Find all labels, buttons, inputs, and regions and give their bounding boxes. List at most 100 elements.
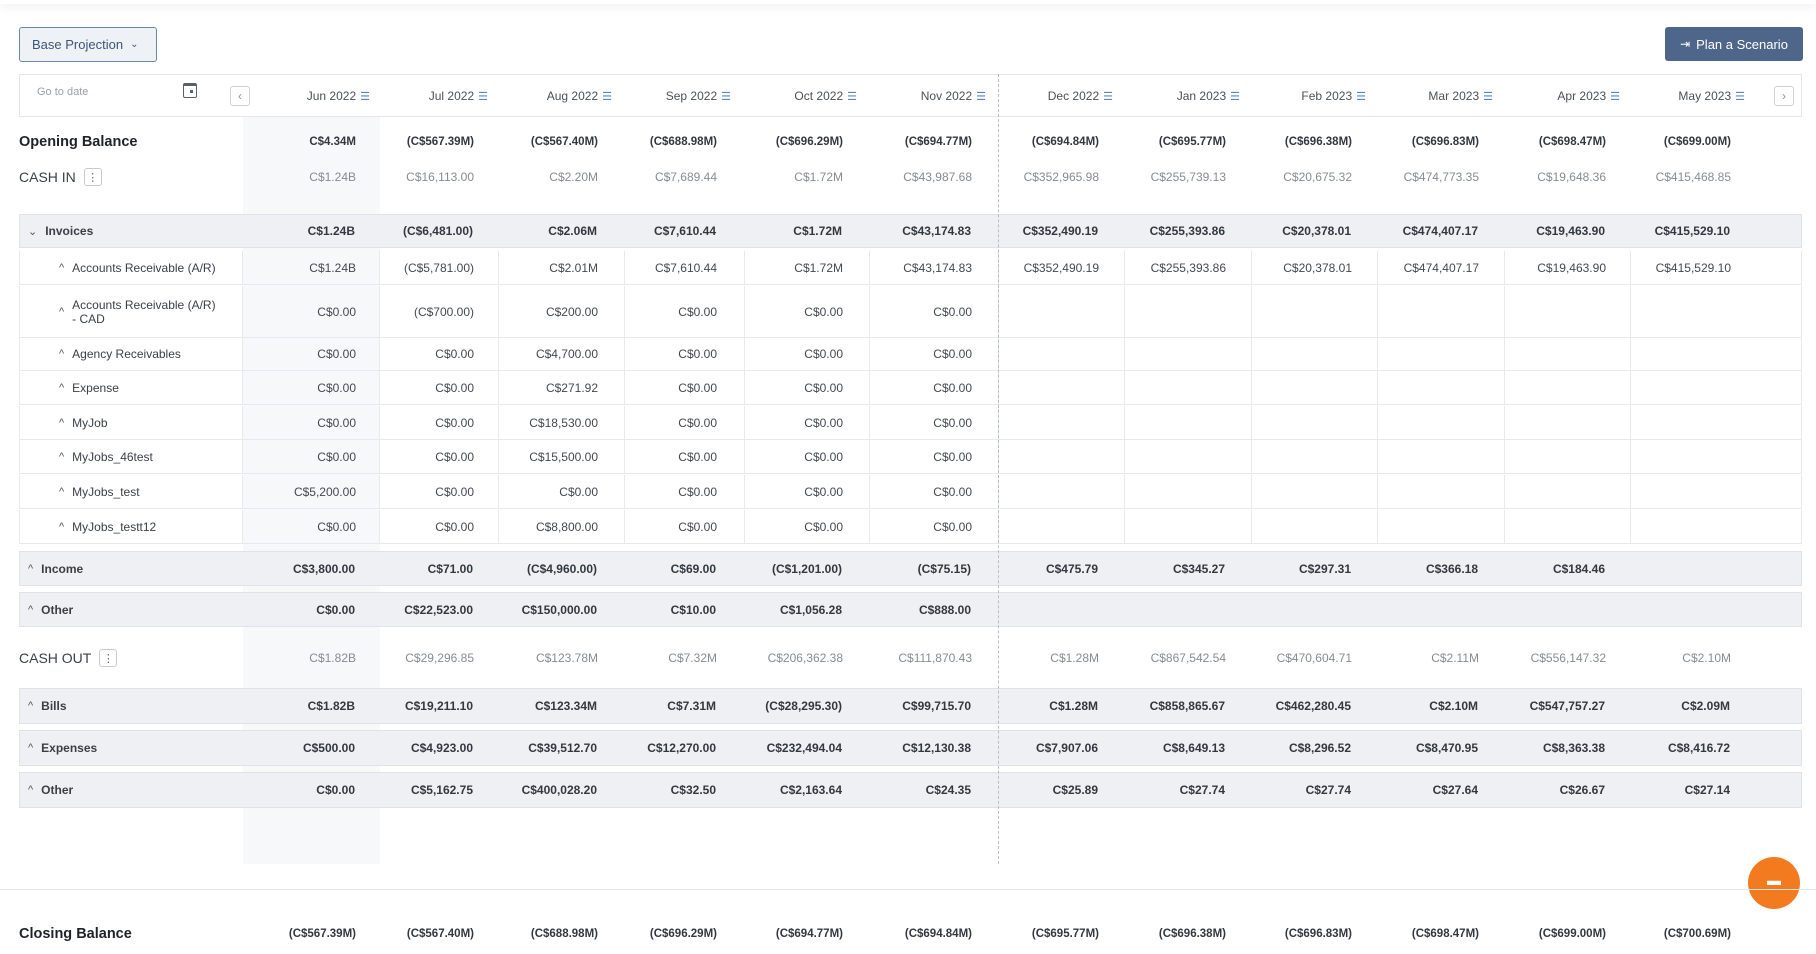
value-cell[interactable]: C$475.79 [1045,561,1098,576]
value-cell[interactable]: (C$698.47M) [1411,928,1479,940]
value-cell[interactable]: (C$695.77M) [1158,136,1226,148]
value-cell[interactable]: C$0.00 [317,346,356,361]
value-cell[interactable]: C$255,393.86 [1150,260,1226,275]
value-cell[interactable]: C$0.00 [933,415,972,430]
value-cell[interactable]: C$2.10M [1429,699,1478,713]
value-cell[interactable]: (C$6,481.00) [402,224,473,238]
value-cell[interactable]: C$150,000.00 [521,602,597,617]
value-cell[interactable]: C$0.00 [933,519,972,534]
value-cell[interactable]: C$858,865.67 [1149,699,1225,713]
value-cell[interactable]: (C$4,960.00) [526,561,597,576]
value-cell[interactable]: C$71.00 [427,561,473,576]
value-cell[interactable]: C$5,200.00 [293,484,356,499]
value-cell[interactable]: C$352,965.98 [1023,170,1099,184]
value-cell[interactable]: (C$696.29M) [649,928,717,940]
value-cell[interactable]: C$2.09M [1681,699,1730,713]
value-cell[interactable]: C$474,407.17 [1403,260,1479,275]
value-cell[interactable]: C$19,648.36 [1537,170,1606,184]
value-cell[interactable]: C$867,542.54 [1150,651,1226,665]
value-cell[interactable]: C$0.00 [804,484,843,499]
projection-dropdown[interactable]: Base Projection ⌄ [19,27,157,62]
sort-icon[interactable]: ☰ [478,91,488,103]
value-cell[interactable]: C$1.82B [309,651,356,665]
value-cell[interactable]: C$19,211.10 [404,699,473,713]
value-cell[interactable]: C$200.00 [545,304,598,319]
value-cell[interactable]: C$500.00 [302,741,355,755]
value-cell[interactable]: C$0.00 [804,304,843,319]
value-cell[interactable]: C$0.00 [317,380,356,395]
value-cell[interactable]: C$0.00 [559,484,598,499]
value-cell[interactable]: C$366.18 [1425,561,1478,576]
value-cell[interactable]: (C$694.84M) [904,928,972,940]
value-cell[interactable]: C$1.82B [307,699,355,713]
value-cell[interactable]: (C$28,295.30) [765,699,842,713]
value-cell[interactable]: C$184.46 [1552,561,1605,576]
value-cell[interactable]: C$400,028.20 [521,783,597,797]
value-cell[interactable]: C$27.14 [1684,783,1730,797]
value-cell[interactable]: C$297.31 [1298,561,1351,576]
value-cell[interactable]: C$4.34M [309,136,356,148]
chevron-down-icon[interactable]: ⌄ [28,225,38,238]
value-cell[interactable]: C$352,490.19 [1023,260,1099,275]
value-cell[interactable]: C$0.00 [933,346,972,361]
value-cell[interactable]: C$2.10M [1682,651,1731,665]
value-cell[interactable]: C$39,512.70 [528,741,597,755]
chevron-up-icon[interactable]: ^ [28,784,34,796]
value-cell[interactable]: (C$696.38M) [1284,136,1352,148]
value-cell[interactable]: C$2,163.64 [779,783,842,797]
chevron-up-icon[interactable]: ^ [59,347,65,360]
value-cell[interactable]: C$0.00 [678,415,717,430]
month-header[interactable]: Oct 2022 ☰ [794,89,857,103]
group-row[interactable]: ^ Expenses C$500.00 C$4,923.00 C$39,512.70 C$… [19,730,1802,766]
value-cell[interactable]: C$8,416.72 [1667,741,1730,755]
value-cell[interactable]: C$255,393.86 [1149,224,1225,238]
value-cell[interactable]: C$8,800.00 [535,519,598,534]
value-cell[interactable]: C$0.00 [933,380,972,395]
value-cell[interactable]: (C$698.47M) [1538,136,1606,148]
value-cell[interactable]: C$0.00 [317,415,356,430]
value-cell[interactable]: C$4,923.00 [410,741,473,755]
value-cell[interactable]: (C$699.00M) [1538,928,1606,940]
group-row[interactable]: ^ Bills C$1.82B C$19,211.10 C$123.34M C$7.31M… [19,688,1802,724]
chevron-up-icon[interactable]: ^ [28,700,34,712]
value-cell[interactable]: C$271.92 [545,380,598,395]
go-to-date-input[interactable]: Go to date [37,86,89,98]
value-cell[interactable]: C$0.00 [804,346,843,361]
value-cell[interactable]: C$10.00 [670,602,716,617]
value-cell[interactable]: C$0.00 [678,380,717,395]
value-cell[interactable]: C$1.72M [793,224,842,238]
value-cell[interactable]: C$0.00 [317,519,356,534]
value-cell[interactable]: C$206,362.38 [767,651,843,665]
value-cell[interactable]: C$0.00 [678,519,717,534]
value-cell[interactable]: C$4,700.00 [535,346,598,361]
value-cell[interactable]: (C$696.83M) [1284,928,1352,940]
value-cell[interactable]: C$1.72M [794,260,843,275]
value-cell[interactable]: C$474,407.17 [1402,224,1478,238]
value-cell[interactable]: C$232,494.04 [766,741,842,755]
value-cell[interactable]: C$1.28M [1049,699,1098,713]
value-cell[interactable]: C$888.00 [918,602,971,617]
value-cell[interactable]: (C$694.77M) [775,928,843,940]
value-cell[interactable]: C$26.67 [1559,783,1605,797]
value-cell[interactable]: (C$567.39M) [406,136,474,148]
chevron-up-icon[interactable]: ^ [59,520,65,533]
value-cell[interactable]: C$2.01M [549,260,598,275]
value-cell[interactable]: C$0.00 [435,380,474,395]
value-cell[interactable]: C$547,757.27 [1529,699,1605,713]
value-cell[interactable]: C$0.00 [317,449,356,464]
chevron-up-icon[interactable]: ^ [28,562,34,575]
value-cell[interactable]: C$20,378.01 [1283,260,1352,275]
chevron-up-icon[interactable]: ^ [59,416,65,429]
value-cell[interactable]: C$8,363.38 [1542,741,1605,755]
value-cell[interactable]: C$8,296.52 [1288,741,1351,755]
value-cell[interactable]: C$474,773.35 [1403,170,1479,184]
value-cell[interactable]: C$1,056.28 [779,602,842,617]
value-cell[interactable]: C$5,162.75 [410,783,473,797]
value-cell[interactable]: C$1.28M [1050,651,1099,665]
chevron-up-icon[interactable]: ^ [59,305,65,318]
value-cell[interactable]: C$415,468.85 [1655,170,1731,184]
month-header[interactable]: Feb 2023 ☰ [1301,89,1366,103]
value-cell[interactable]: C$20,378.01 [1282,224,1351,238]
chevron-up-icon[interactable]: ^ [59,485,65,498]
plan-scenario-button[interactable]: ⇥ Plan a Scenario [1665,27,1803,61]
